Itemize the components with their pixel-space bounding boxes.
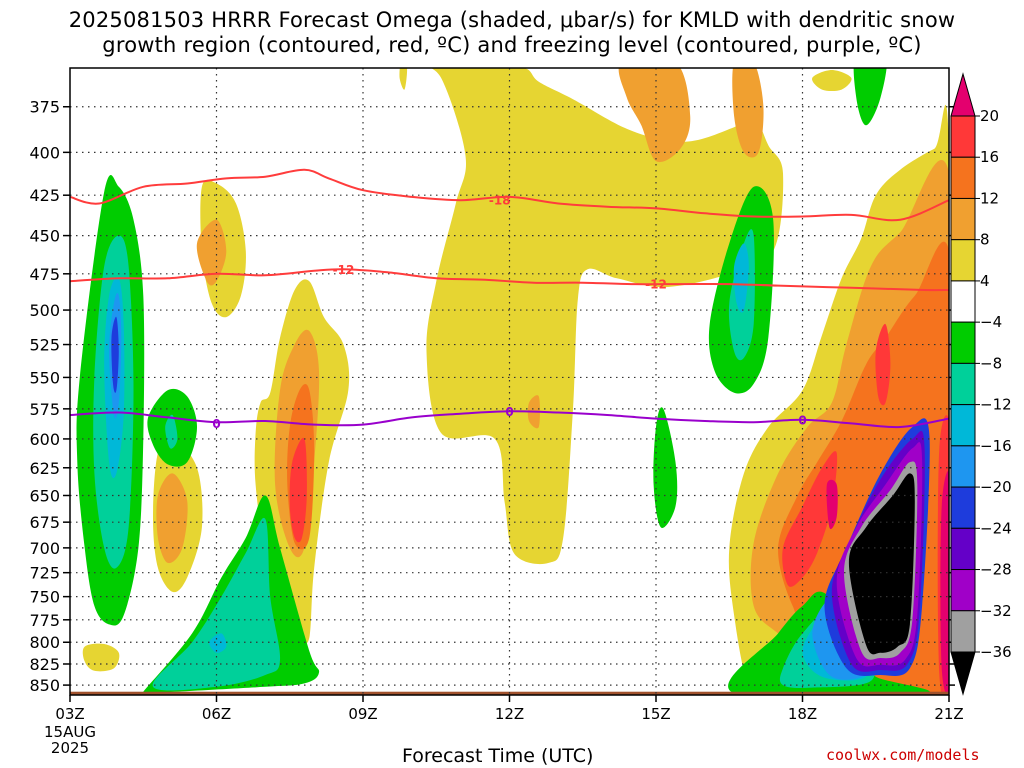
contour-label: -18 [489, 194, 511, 208]
y-tick-label: 525 [29, 336, 60, 355]
colorbar-legend: 20 16 12 8 4 −4 −8 −12 −16 −20 −24 −28 −32 −36 [950, 72, 1012, 696]
chart-title-line-1: 2025081503 HRRR Forecast Omega (shaded, … [68, 8, 956, 32]
y-tick-label: 700 [29, 539, 60, 558]
omega-region-32 [165, 414, 178, 449]
colorbar-label: 8 [980, 231, 990, 249]
contour-lines: -18 -12 0 0 0 -12 [70, 168, 949, 431]
omega-region-1 [812, 70, 852, 92]
colorbar-swatch [950, 445, 976, 488]
omega-region-29 [853, 68, 887, 126]
x-tick-label: 12Z [495, 705, 524, 723]
y-tick-label: 775 [29, 611, 60, 630]
x-tick-label: 06Z [202, 705, 231, 723]
x-tick-label: 09Z [348, 705, 377, 723]
omega-region-22 [940, 470, 949, 695]
contour-label: 0 [212, 417, 220, 431]
omega-region-0 [426, 68, 784, 565]
omega-region-9 [732, 68, 764, 158]
y-tick-label: 800 [29, 633, 60, 652]
y-tick-label: 675 [29, 513, 60, 532]
contour-label: -12 [645, 278, 667, 292]
y-tick-label: 450 [29, 227, 60, 246]
colorbar-swatch [950, 486, 976, 529]
colorbar-label: −8 [980, 354, 1002, 372]
colorbar-label: 20 [980, 107, 999, 125]
x-tick-date-label: 15AUG [44, 723, 96, 741]
colorbar-label: −16 [980, 437, 1012, 455]
y-tick-label: 750 [29, 588, 60, 607]
axes: 375 400 425 450 475 500 525 550 575 600 625 650 675 7… [29, 67, 964, 757]
chart-title-line-2: growth region (contoured, red, ºC) and f… [102, 33, 922, 57]
omega-region-21 [826, 479, 838, 530]
x-tick-label: 03Z [55, 705, 84, 723]
y-tick-label: 725 [29, 564, 60, 583]
colorbar-swatch [950, 115, 976, 158]
colorbar-label: −12 [980, 396, 1012, 414]
y-tick-label: 425 [29, 186, 60, 205]
contour-label: 0 [505, 405, 513, 419]
colorbar-swatch [950, 280, 976, 323]
y-tick-label: 550 [29, 368, 60, 387]
omega-region-18 [289, 437, 307, 543]
contour-line [70, 168, 949, 222]
colorbar-label: −28 [980, 561, 1012, 579]
omega-region-11 [196, 219, 227, 286]
colorbar-bottom-arrow [950, 651, 976, 696]
omega-region-41 [111, 316, 119, 393]
omega-region-17 [782, 451, 838, 587]
y-tick-label: 600 [29, 430, 60, 449]
y-tick-label: 650 [29, 486, 60, 505]
colorbar-label: 12 [980, 189, 999, 207]
colorbar-swatch [950, 321, 976, 364]
colorbar-label: −20 [980, 478, 1012, 496]
colorbar-label: 4 [980, 272, 990, 290]
contour-line [70, 268, 949, 292]
omega-region-8 [618, 68, 691, 162]
colorbar-label: −24 [980, 519, 1012, 537]
colorbar-swatch [950, 569, 976, 612]
colorbar-top-arrow [950, 72, 976, 117]
colorbar-swatch [950, 156, 976, 199]
colorbar-label: 16 [980, 148, 999, 166]
x-axis-label: Forecast Time (UTC) [402, 745, 594, 767]
y-tick-label: 375 [29, 98, 60, 117]
contour-line [70, 410, 949, 429]
colorbar-label: −32 [980, 602, 1012, 620]
x-tick-label: 21Z [934, 705, 963, 723]
y-tick-label: 575 [29, 400, 60, 419]
omega-shading [70, 68, 949, 695]
colorbar-swatch [950, 610, 976, 653]
colorbar-swatch [950, 197, 976, 241]
colorbar-label: −36 [980, 643, 1012, 661]
y-tick-label: 625 [29, 459, 60, 478]
omega-region-46 [848, 473, 915, 655]
omega-region-6 [82, 643, 120, 672]
omega-region-7 [399, 68, 408, 90]
credit-text: coolwx.com/models [826, 746, 980, 764]
x-tick-label: 18Z [788, 705, 817, 723]
y-tick-label: 400 [29, 143, 60, 162]
x-tick-label: 15Z [641, 705, 670, 723]
omega-region-36 [209, 633, 227, 653]
y-tick-label: 500 [29, 301, 60, 320]
colorbar-swatch [950, 239, 976, 282]
contour-label: 0 [798, 413, 806, 427]
y-tick-label: 825 [29, 655, 60, 674]
contour-label: -12 [333, 263, 355, 277]
colorbar-swatch [950, 404, 976, 447]
colorbar-label: −4 [980, 313, 1002, 331]
colorbar-swatch [950, 362, 976, 406]
colorbar-swatch [950, 527, 976, 571]
y-tick-label: 475 [29, 265, 60, 284]
y-tick-label: 850 [29, 676, 60, 695]
x-tick-date-label: 2025 [51, 739, 89, 757]
omega-region-37 [733, 243, 749, 313]
gridlines [70, 68, 949, 695]
omega-region-31 [152, 517, 281, 691]
omega-region-12 [156, 473, 188, 564]
